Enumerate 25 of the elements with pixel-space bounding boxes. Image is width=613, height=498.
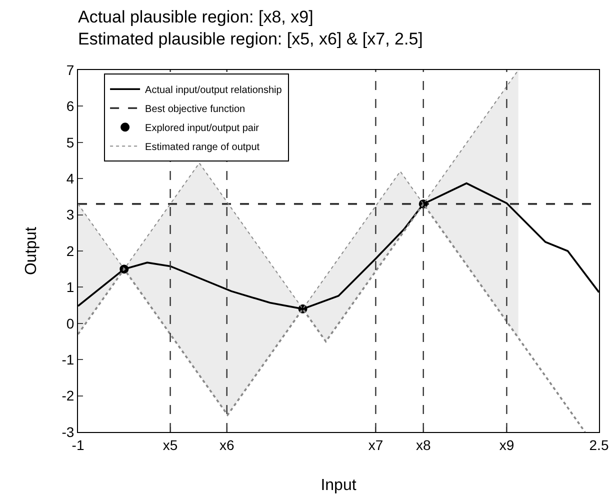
y-tick-label: 5 <box>66 134 74 150</box>
x-tick-label: x6 <box>219 436 234 453</box>
legend-label: Estimated range of output <box>145 142 260 154</box>
x-tick-label: x9 <box>499 436 514 453</box>
x-axis-title: Input <box>320 477 357 494</box>
y-tick-label: -1 <box>62 352 74 368</box>
y-axis-title: Output <box>23 226 40 276</box>
y-tick-label: 7 <box>66 62 74 78</box>
chart-title: Actual plausible region: [x8, x9] <box>78 7 314 26</box>
y-tick-label: 1 <box>66 279 74 296</box>
legend-label: Best objective function <box>145 104 246 116</box>
x-tick-label: x5 <box>162 436 178 453</box>
y-tick-label: 2 <box>66 242 74 259</box>
legend-label: Actual input/output relationship <box>145 85 282 96</box>
y-tick-label: 4 <box>66 170 74 186</box>
y-tick-label: 0 <box>66 315 74 332</box>
x-tick-label: 2.5 <box>589 436 609 453</box>
legend-label: Explored input/output pair <box>145 123 260 134</box>
chart-subtitle: Estimated plausible region: [x5, x6] & [x7, 2.5] <box>78 30 423 49</box>
y-tick-label: -2 <box>62 388 74 404</box>
x-tick-label: x7 <box>368 436 384 453</box>
y-tick-label: 6 <box>66 98 74 114</box>
x-tick-label: x8 <box>416 436 431 453</box>
y-tick-label: -3 <box>62 424 74 440</box>
y-tick-label: 3 <box>66 206 74 223</box>
